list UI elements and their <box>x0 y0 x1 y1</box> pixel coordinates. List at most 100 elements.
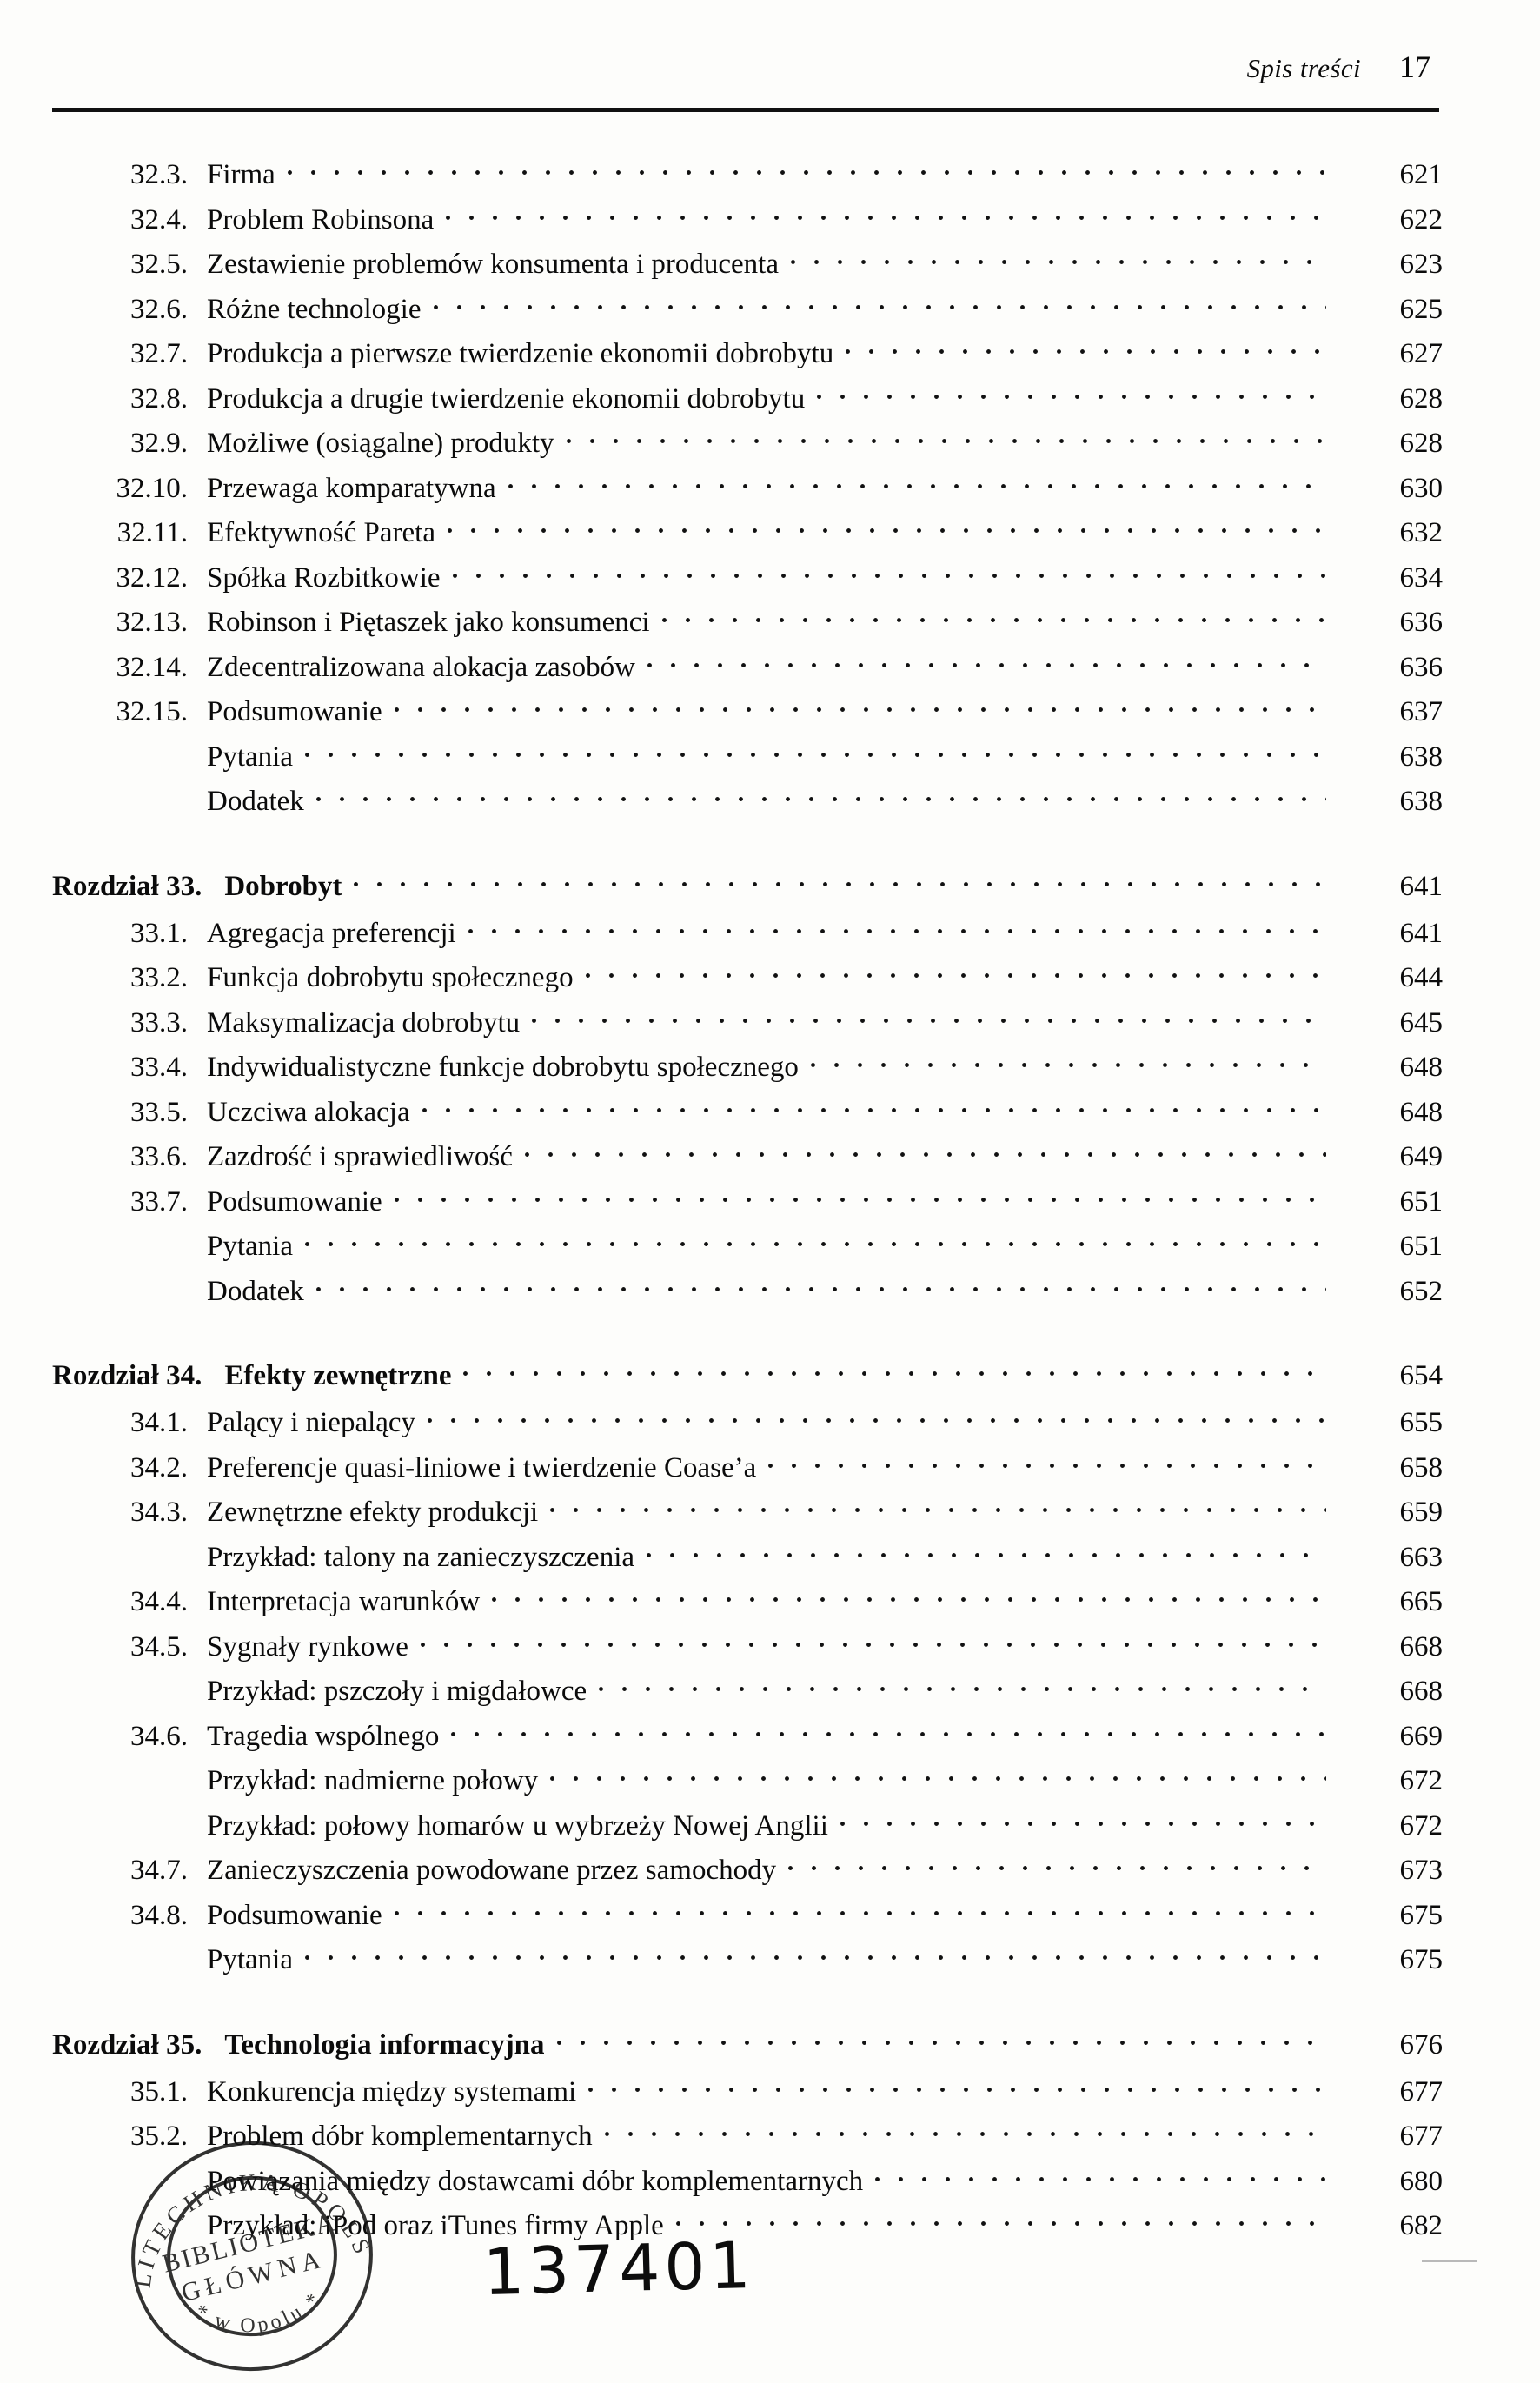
toc-entry-row[interactable]: Przykład: nadmierne połowy 672 <box>52 1761 1443 1806</box>
toc-entry-row[interactable]: 33.6. Zazdrość i sprawiedliwość 649 <box>52 1137 1443 1182</box>
toc-entry-row[interactable]: 34.1. Palący i niepalący 655 <box>52 1403 1443 1448</box>
entry-title: Problem dóbr komplementarnych <box>207 2121 593 2152</box>
toc-entry-row[interactable]: Przykład: pszczoły i migdałowce 668 <box>52 1671 1443 1716</box>
entry-title: Sygnały rynkowe <box>207 1630 408 1663</box>
section-spacer <box>52 1316 1443 1356</box>
toc-entry-row[interactable]: 34.3. Zewnętrzne efekty produkcji 659 <box>52 1492 1443 1537</box>
entry-number: 34.8. <box>130 1899 188 1931</box>
leader-dots <box>394 1895 1326 1924</box>
entry-page-number: 628 <box>1399 382 1444 415</box>
entry-number: 34.5. <box>130 1630 188 1663</box>
toc-entry-row[interactable]: 32.6. Różne technologie 625 <box>52 289 1443 335</box>
entry-number: 34.2. <box>130 1451 188 1484</box>
toc-chapter-row[interactable]: Rozdział 35. Technologia informacyjna 676 <box>52 2025 1443 2072</box>
toc-entry-row[interactable]: Powiązania między dostawcami dóbr komple… <box>52 2161 1443 2207</box>
toc-entry-row[interactable]: 33.7. Podsumowanie 651 <box>52 1182 1443 1227</box>
toc-chapter-row[interactable]: Rozdział 34. Efekty zewnętrzne 654 <box>52 1356 1443 1403</box>
toc-entry-row[interactable]: Przykład: talony na zanieczyszczenia 663 <box>52 1537 1443 1583</box>
entry-page-number: 644 <box>1399 962 1444 993</box>
toc-entry-row[interactable]: 33.2. Funkcja dobrobytu społecznego 644 <box>52 958 1443 1003</box>
entry-page-number: 622 <box>1399 203 1444 236</box>
toc-entry-row[interactable]: 33.3. Maksymalizacja dobrobytu 645 <box>52 1003 1443 1048</box>
entry-title: Maksymalizacja dobrobytu <box>207 1006 521 1039</box>
toc-entry-row[interactable]: 35.2. Problem dóbr komplementarnych 677 <box>52 2116 1443 2161</box>
leader-dots <box>556 2025 1326 2054</box>
entry-title: Uczciwa alokacja <box>207 1096 410 1128</box>
toc-chapter-row[interactable]: Rozdział 33. Dobrobyt 641 <box>52 866 1443 913</box>
entry-title: Dobrobyt <box>224 870 342 902</box>
leader-dots <box>433 289 1326 318</box>
toc-entry-row[interactable]: 32.9. Możliwe (osiągalne) produkty 628 <box>52 423 1443 468</box>
entry-page-number: 634 <box>1399 561 1444 594</box>
entry-page-number: 673 <box>1399 1855 1444 1886</box>
toc-entry-row[interactable]: 32.12. Spółka Rozbitkowie 634 <box>52 558 1444 603</box>
entry-page-number: 669 <box>1399 1720 1444 1752</box>
entry-title: Przykład: nadmierne połowy <box>207 1765 539 1796</box>
toc-entry-row[interactable]: 33.4. Indywidualistyczne funkcje dobrobyt… <box>52 1047 1443 1092</box>
leader-dots <box>846 334 1326 362</box>
leader-dots <box>315 781 1326 810</box>
toc-entry-row[interactable]: 33.1. Agregacja preferencji 641 <box>52 913 1443 959</box>
entry-number: 32.10. <box>116 472 189 504</box>
entry-title: Dodatek <box>207 786 304 817</box>
toc-entry-row[interactable]: 32.5. Zestawienie problemów konsumenta i … <box>52 244 1443 289</box>
entry-title: Funkcja dobrobytu społecznego <box>207 962 574 993</box>
toc-entry-row[interactable]: Dodatek 652 <box>52 1271 1443 1317</box>
entry-page-number: 627 <box>1399 338 1444 369</box>
toc-entry-row[interactable]: 32.11. Efektywność Pareta 632 <box>52 513 1443 558</box>
page-folio: 17 <box>1399 50 1430 84</box>
toc-entry-row[interactable]: Pytania 651 <box>52 1226 1443 1271</box>
entry-number: 32.15. <box>116 696 189 727</box>
toc-entry-row[interactable]: Pytania 675 <box>52 1940 1443 1985</box>
toc-entry-row[interactable]: 32.4. Problem Robinsona 622 <box>52 200 1443 245</box>
entry-page-number: 672 <box>1399 1809 1444 1842</box>
entry-page-number: 655 <box>1399 1407 1444 1438</box>
toc-entry-row[interactable]: 34.7. Zanieczyszczenia powodowane przez s… <box>52 1850 1443 1895</box>
entry-number: 32.11. <box>116 517 188 548</box>
entry-title: Robinson i Piętaszek jako konsumenci <box>207 607 650 638</box>
toc-entry-row[interactable]: 32.13. Robinson i Piętaszek jako konsumen… <box>52 602 1444 647</box>
toc-entry-row[interactable]: 34.5. Sygnały rynkowe 668 <box>52 1627 1443 1672</box>
toc-entry-row[interactable]: 32.10. Przewaga komparatywna 630 <box>52 468 1444 514</box>
toc-entry-row[interactable]: Przykład: iPod oraz iTunes firmy Apple 68… <box>52 2206 1443 2251</box>
entry-page-number: 675 <box>1399 1944 1444 1975</box>
leader-dots <box>790 244 1326 273</box>
entry-number: 32.5. <box>130 249 188 280</box>
entry-title: Powiązania między dostawcami dóbr komple… <box>207 2165 864 2197</box>
leader-dots <box>422 1092 1326 1121</box>
toc-entry-row[interactable]: 32.15. Podsumowanie 637 <box>52 692 1444 737</box>
toc-entry-row[interactable]: 32.14. Zdecentralizowana alokacja zasobów… <box>52 647 1444 693</box>
entry-title: Przewaga komparatywna <box>207 472 496 504</box>
entry-page-number: 648 <box>1399 1096 1444 1128</box>
entry-page-number: 645 <box>1399 1006 1444 1039</box>
toc-entry-row[interactable]: 33.5. Uczciwa alokacja 648 <box>52 1092 1443 1138</box>
entry-title: Zewnętrzne efekty produkcji <box>207 1497 539 1528</box>
entry-page-number: 676 <box>1399 2028 1444 2061</box>
toc-entry-row[interactable]: 34.2. Preferencje quasi-liniowe i twierdz… <box>52 1448 1443 1493</box>
entry-page-number: 638 <box>1399 786 1444 817</box>
toc-entry-row[interactable]: 32.8. Produkcja a drugie twierdzenie ekon… <box>52 379 1443 424</box>
toc-entry-row[interactable]: 32.7. Produkcja a pierwsze twierdzenie ek… <box>52 334 1443 379</box>
entry-page-number: 636 <box>1399 651 1444 683</box>
entry-title: Tragedia wspólnego <box>207 1720 440 1752</box>
entry-title: Podsumowanie <box>207 696 382 727</box>
toc-entry-row[interactable]: Pytania 638 <box>52 737 1443 782</box>
running-head: Spis treści 17 <box>52 49 1434 103</box>
toc-entry-row[interactable]: Dodatek 638 <box>52 781 1443 826</box>
entry-number: 32.8. <box>130 382 188 415</box>
leader-dots <box>661 602 1326 631</box>
entry-page-number: 658 <box>1399 1451 1444 1484</box>
toc-entry-row[interactable]: 34.4. Interpretacja warunków 665 <box>52 1582 1443 1627</box>
toc-entry-row[interactable]: 34.8. Podsumowanie 675 <box>52 1895 1443 1941</box>
leader-dots <box>840 1806 1326 1835</box>
toc-entry-row[interactable]: 35.1. Konkurencja między systemami 677 <box>52 2072 1443 2117</box>
leader-dots <box>599 1671 1326 1700</box>
toc-entry-row[interactable]: 34.6. Tragedia wspólnego 669 <box>52 1716 1443 1762</box>
toc-entry-row[interactable]: Przykład: połowy homarów u wybrzeży Nowe… <box>52 1806 1443 1851</box>
accession-number: 137401 <box>481 2227 756 2311</box>
toc-entry-row[interactable]: 32.3. Firma 621 <box>52 155 1443 200</box>
library-stamp-icon: POLITECHNIKA OPOLSKA * w Opolu * BIBLIOT… <box>113 2123 378 2372</box>
leader-dots <box>788 1850 1326 1879</box>
entry-page-number: 652 <box>1399 1275 1444 1307</box>
